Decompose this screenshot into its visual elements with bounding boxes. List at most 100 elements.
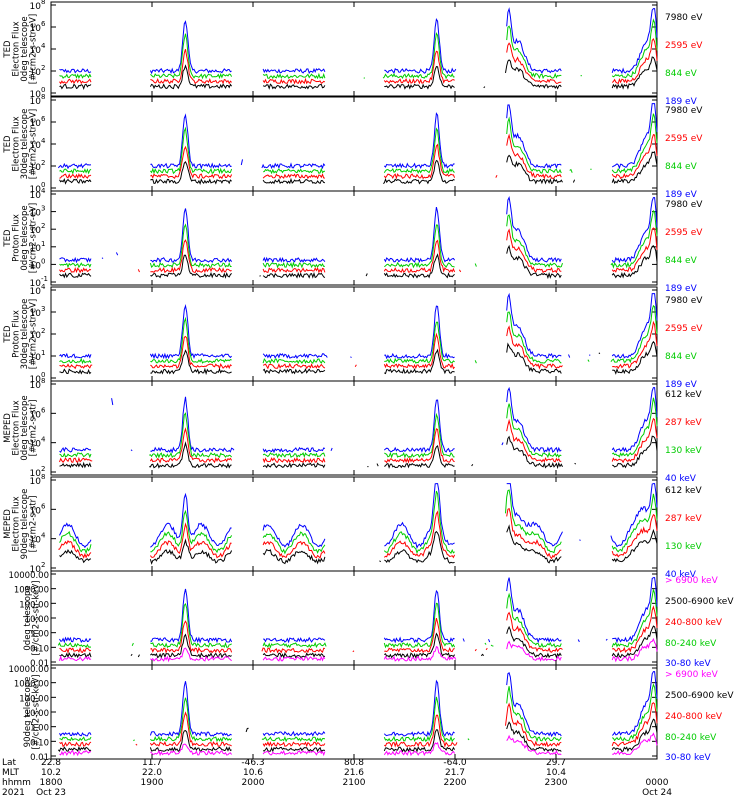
y-tick-label: 10	[30, 97, 42, 107]
y-tick-exponent: 2	[41, 159, 45, 167]
y-tick-exponent: 3	[41, 305, 45, 313]
legend-entry: 287 keV	[665, 418, 702, 428]
y-axis-label: 90deg telescope	[23, 677, 33, 748]
legend-entry: > 6900 keV	[665, 576, 719, 586]
legend-entry: 2595 eV	[665, 324, 703, 334]
y-tick-label: 100.00	[19, 694, 49, 704]
y-tick-label: 10	[30, 261, 42, 271]
y-axis-label: 90deg telescope	[20, 489, 30, 560]
series-trace	[57, 103, 658, 170]
legend-entry: 240-800 keV	[665, 712, 723, 722]
series-trace	[59, 483, 658, 550]
y-tick-exponent: 4	[41, 436, 46, 444]
y-tick-label: 10	[30, 185, 42, 195]
series-trace	[59, 133, 658, 180]
y-tick-label: 10	[30, 24, 42, 34]
footer-mlt: 21.7	[445, 768, 465, 778]
y-tick-label: 10	[30, 226, 42, 236]
footer-hhmm: 1800	[40, 778, 63, 788]
y-tick-label: 1000.00	[14, 680, 49, 690]
y-tick-label: 10000.00	[8, 571, 49, 581]
y-tick-exponent: 8	[41, 93, 45, 101]
y-axis-label: TED	[3, 135, 13, 154]
legend-entry: 7980 eV	[665, 13, 703, 23]
y-tick-exponent: 0	[41, 181, 45, 189]
y-tick-label: 10	[30, 536, 42, 546]
y-axis-label: Proton Flux	[12, 214, 22, 262]
legend-entry: 2595 eV	[665, 228, 703, 238]
legend-entry: 2595 eV	[665, 41, 703, 51]
y-axis-label: 30deg telescope	[20, 299, 30, 370]
legend-entry: 189 eV	[665, 190, 698, 200]
legend-entry: 30-80 keV	[665, 659, 711, 669]
legend-entry: 189 eV	[665, 97, 698, 107]
footer-mlt: 10.6	[243, 768, 263, 778]
panel-frame	[50, 476, 658, 572]
panel-frame	[50, 96, 658, 192]
legend-entry: 80-240 keV	[665, 733, 717, 743]
y-axis-label: MEPED	[3, 509, 13, 539]
series-trace	[59, 209, 658, 269]
legend-entry: 2500-6900 keV	[665, 691, 734, 701]
series-trace	[59, 577, 658, 644]
legend-entry: 612 keV	[665, 390, 702, 400]
y-tick-label: 10	[30, 90, 42, 100]
y-tick-label: 10	[30, 381, 42, 391]
y-tick-label: 1.00	[30, 724, 49, 734]
footer-lat: 80.8	[344, 758, 364, 768]
y-tick-label: 10	[30, 163, 42, 173]
y-tick-exponent: 0	[41, 371, 45, 379]
legend-entry: 287 keV	[665, 514, 702, 524]
y-axis-label: [#/cm2-s-str]	[29, 496, 39, 553]
y-tick-label: 0.01	[30, 753, 49, 763]
y-axis-label: 0deg telescope	[20, 395, 30, 460]
y-axis-label: [#/cm2-s-str-eV]	[29, 299, 39, 369]
footer-date: Oct 23	[36, 788, 66, 798]
y-tick-exponent: 4	[41, 42, 46, 50]
legend-entry: 7980 eV	[665, 200, 703, 210]
footer-row-label: MLT	[2, 768, 20, 778]
panel-frame	[50, 286, 658, 382]
y-tick-label: 10	[30, 469, 42, 479]
legend-entry: 844 eV	[665, 69, 698, 79]
series-trace	[59, 320, 658, 370]
y-tick-exponent: 2	[41, 64, 45, 72]
series-trace	[59, 524, 658, 565]
y-tick-exponent: 6	[41, 115, 46, 123]
y-tick-exponent: 8	[41, 473, 45, 481]
y-axis-label: TED	[3, 229, 13, 248]
y-tick-label: 10	[30, 68, 42, 78]
series-trace	[59, 625, 658, 659]
series-trace	[59, 397, 658, 459]
series-trace	[57, 718, 658, 753]
y-tick-label: 0.01	[30, 659, 49, 669]
footer-hhmm: 0000	[646, 778, 669, 788]
y-axis-label: [#/cm2-s-str-keV]	[32, 675, 42, 750]
y-axis-label: [#/cm2-s-str]	[29, 400, 39, 457]
y-axis-label: TED	[3, 40, 13, 59]
legend-entry: 7980 eV	[665, 296, 703, 306]
y-tick-label: 10	[30, 191, 42, 201]
y-tick-label: 10	[30, 141, 42, 151]
y-axis-label: TED	[3, 325, 13, 344]
y-tick-label: 10	[30, 506, 42, 516]
y-tick-label: 10.00	[25, 709, 49, 719]
footer-hhmm: 2300	[545, 778, 568, 788]
y-tick-exponent: 2	[41, 222, 45, 230]
legend-entry: 40 keV	[665, 474, 697, 484]
y-axis-label: Electron Flux	[12, 21, 22, 76]
footer-hhmm: 2200	[444, 778, 467, 788]
series-trace	[59, 304, 658, 365]
y-tick-exponent: 6	[41, 20, 46, 28]
legend-entry: 40 keV	[665, 570, 697, 580]
y-axis-label: [#/cm2-s-str-eV]	[29, 109, 39, 179]
y-tick-exponent: 6	[41, 406, 46, 414]
y-tick-exponent: 4	[41, 187, 46, 195]
y-tick-label: 10	[30, 440, 42, 450]
footer-lat: -46.3	[241, 758, 264, 768]
legend-entry: 130 keV	[665, 542, 702, 552]
footer-mlt: 22.0	[142, 768, 162, 778]
y-tick-label: 10	[30, 279, 42, 289]
footer-hhmm: 2000	[242, 778, 265, 788]
